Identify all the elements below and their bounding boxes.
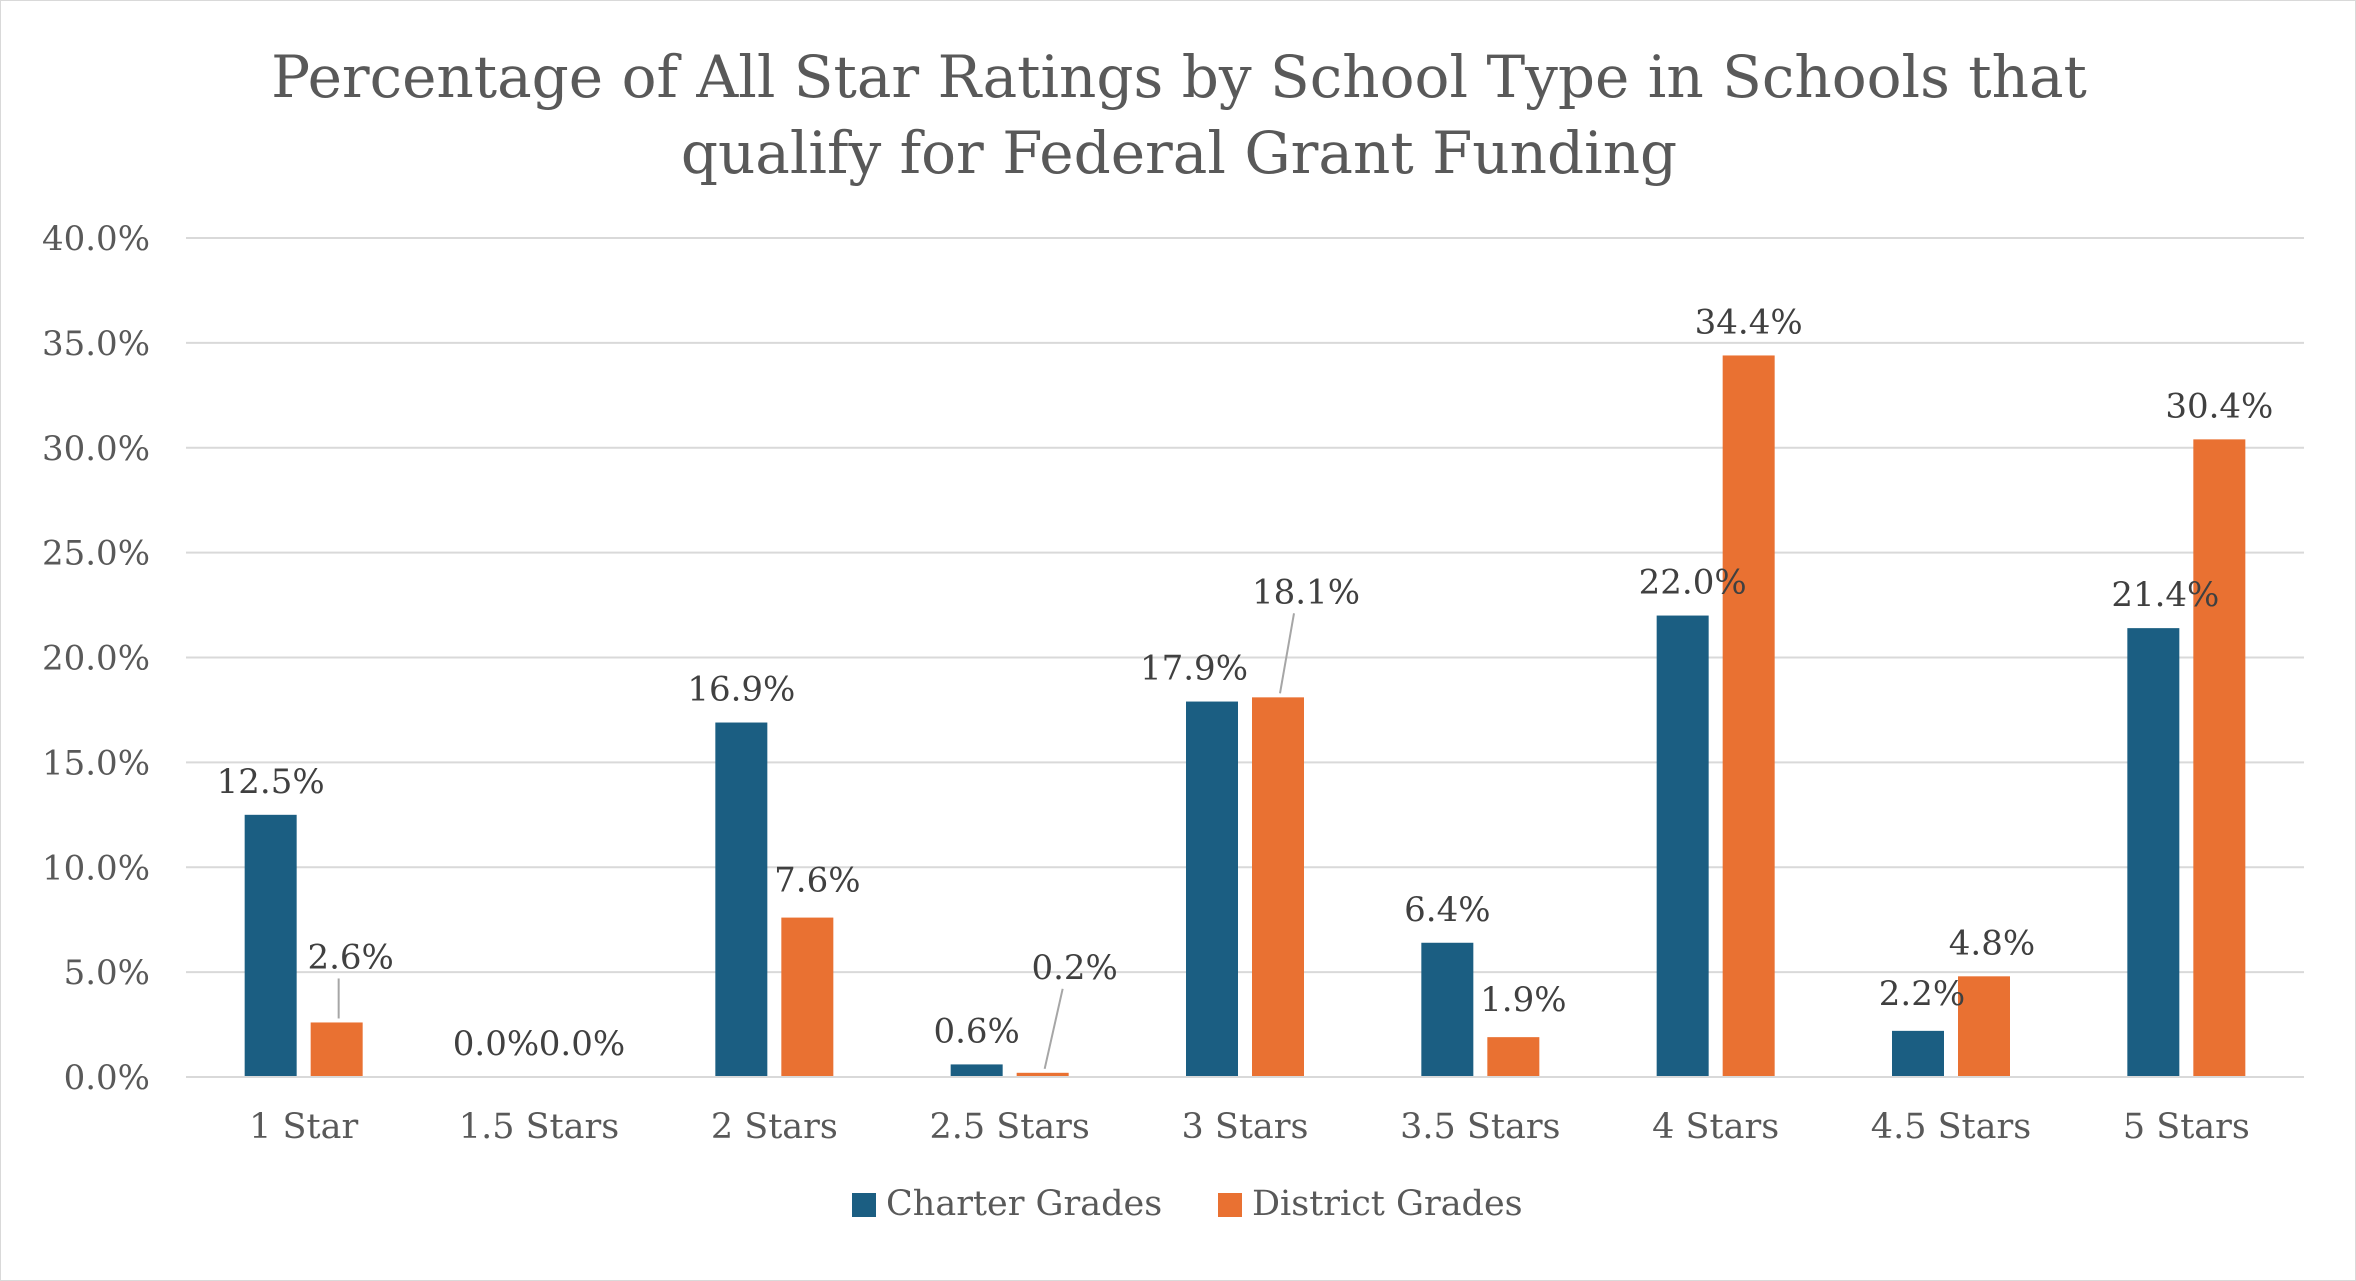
y-tick-label: 30.0% [42, 429, 150, 469]
y-tick-label: 5.0% [64, 953, 150, 993]
bar-charter [950, 1064, 1003, 1077]
legend-swatch-charter [852, 1193, 876, 1217]
bar-charter [2127, 628, 2180, 1077]
bar-charter [715, 722, 768, 1077]
x-category-label: 1 Star [249, 1107, 358, 1147]
y-tick-label: 40.0% [42, 219, 150, 259]
x-category-label: 2.5 Stars [929, 1107, 1089, 1147]
y-tick-label: 35.0% [42, 324, 150, 364]
legend: Charter Grades District Grades [852, 1184, 1523, 1224]
bar-district [310, 1022, 363, 1077]
legend-label-district: District Grades [1252, 1184, 1523, 1224]
y-axis: 0.0% 5.0% 10.0% 15.0% 20.0% 25.0% 30.0% 35.0% 40… [42, 219, 150, 1098]
bar-district [1016, 1072, 1069, 1077]
bar-district [2193, 439, 2246, 1077]
data-label: 18.1% [1252, 572, 1360, 612]
x-category-label: 4.5 Stars [1871, 1107, 2031, 1147]
x-category-label: 3 Stars [1182, 1107, 1309, 1147]
leader-line [1279, 613, 1295, 694]
data-label: 30.4% [2165, 386, 2273, 426]
data-label: 12.5% [217, 762, 325, 802]
x-category-label: 5 Stars [2123, 1107, 2250, 1147]
chart-title-line-1: Percentage of All Star Ratings by School… [271, 43, 2087, 111]
y-tick-label: 20.0% [42, 639, 150, 679]
data-label: 21.4% [2111, 575, 2219, 615]
data-label: 0.6% [933, 1011, 1019, 1051]
bar-district [781, 917, 834, 1077]
data-label: 2.2% [1879, 974, 1965, 1014]
bar-district [1252, 697, 1304, 1077]
x-axis: 1 Star 1.5 Stars 2 Stars 2.5 Stars 3 Stars 3.… [186, 1076, 2304, 1147]
chart-title: Percentage of All Star Ratings by School… [1, 39, 2356, 191]
data-label: 7.6% [774, 861, 860, 901]
y-tick-label: 0.0% [64, 1058, 150, 1098]
bar-charter [1656, 615, 1709, 1077]
bar-charter [244, 814, 297, 1077]
chart-title-line-2: qualify for Federal Grant Funding [680, 119, 1678, 187]
leader-line [1043, 988, 1064, 1070]
data-label: 34.4% [1695, 302, 1803, 342]
data-label: 0.0% [453, 1024, 539, 1064]
data-label: 0.0% [539, 1024, 625, 1064]
bar-charter [1186, 701, 1238, 1077]
data-label: 17.9% [1140, 649, 1248, 689]
legend-label-charter: Charter Grades [886, 1184, 1162, 1224]
data-label: 0.2% [1031, 948, 1117, 988]
data-labels: 12.5%2.6%0.0% 0.0%16.9%7.6%0.6%0.2%17.9%1… [217, 302, 2274, 1064]
data-label: 4.8% [1949, 923, 2035, 963]
leader-lines [337, 613, 1295, 1070]
data-label: 22.0% [1639, 563, 1747, 603]
data-label: 1.9% [1480, 980, 1566, 1020]
y-tick-label: 15.0% [42, 743, 150, 783]
bar-charter [1421, 942, 1474, 1077]
data-label: 6.4% [1404, 890, 1490, 930]
bar-district [1722, 355, 1775, 1078]
data-label: 16.9% [687, 670, 795, 710]
bars [244, 355, 2246, 1078]
y-tick-label: 25.0% [42, 534, 150, 574]
bar-charter [1892, 1030, 1944, 1077]
data-label: 2.6% [307, 937, 393, 977]
x-category-label: 3.5 Stars [1400, 1107, 1560, 1147]
x-category-label: 2 Stars [711, 1107, 838, 1147]
legend-swatch-district [1218, 1193, 1242, 1217]
bar-district [1958, 976, 2010, 1077]
y-tick-label: 10.0% [42, 848, 150, 888]
x-category-label: 4 Stars [1652, 1107, 1779, 1147]
bar-district [1487, 1037, 1540, 1077]
x-category-label: 1.5 Stars [459, 1107, 619, 1147]
